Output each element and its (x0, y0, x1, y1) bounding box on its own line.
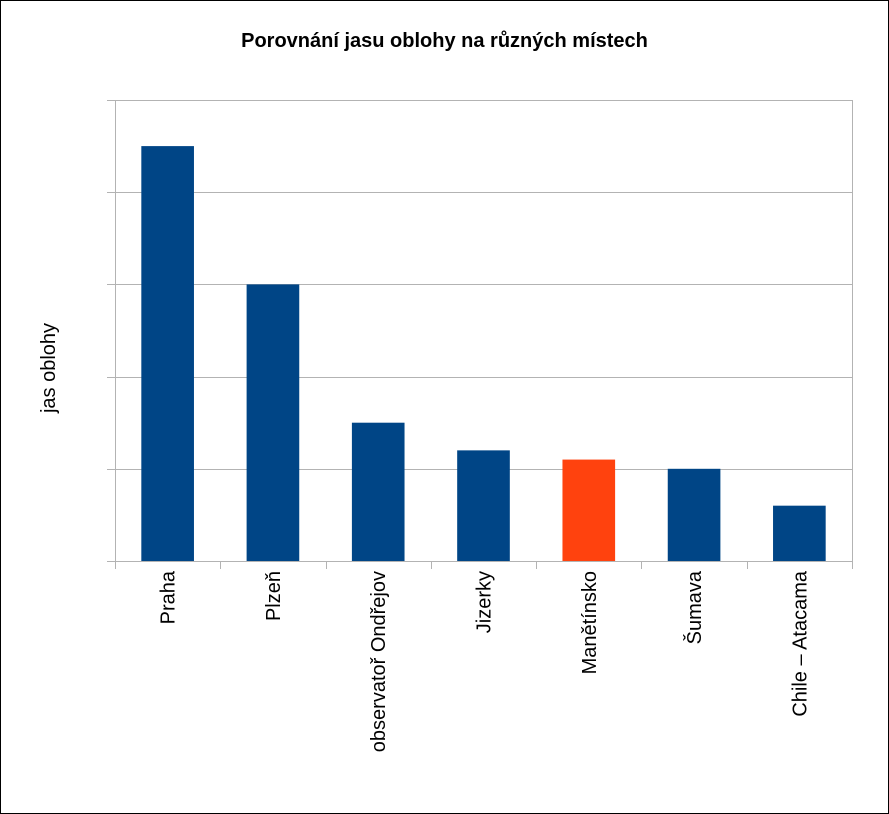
x-tick-labels: Praha Plzeň observatoř Ondřejov Jizerky Maně… (158, 570, 812, 752)
x-tick-label: Jizerky (474, 571, 496, 633)
chart-title: Porovnání jasu oblohy na různých místech (241, 30, 648, 52)
bar-2 (351, 422, 405, 561)
x-tick-label: observatoř Ondřejov (368, 571, 390, 752)
bar-1 (246, 284, 300, 561)
bar-6 (773, 505, 826, 561)
x-tick-label: Manětínsko (579, 571, 601, 674)
x-tick-label: Plzeň (263, 571, 285, 621)
y-axis-title: jas oblohy (38, 323, 60, 414)
bars (141, 146, 826, 561)
x-tick-label: Šumava (683, 570, 706, 644)
x-tick-label: Praha (158, 570, 180, 624)
bar-0 (141, 146, 194, 561)
gridlines (107, 100, 853, 569)
bar-5 (667, 468, 721, 561)
bar-3 (457, 450, 510, 561)
x-tick-label: Chile – Atacama (789, 570, 811, 717)
bar-4 (562, 459, 616, 561)
